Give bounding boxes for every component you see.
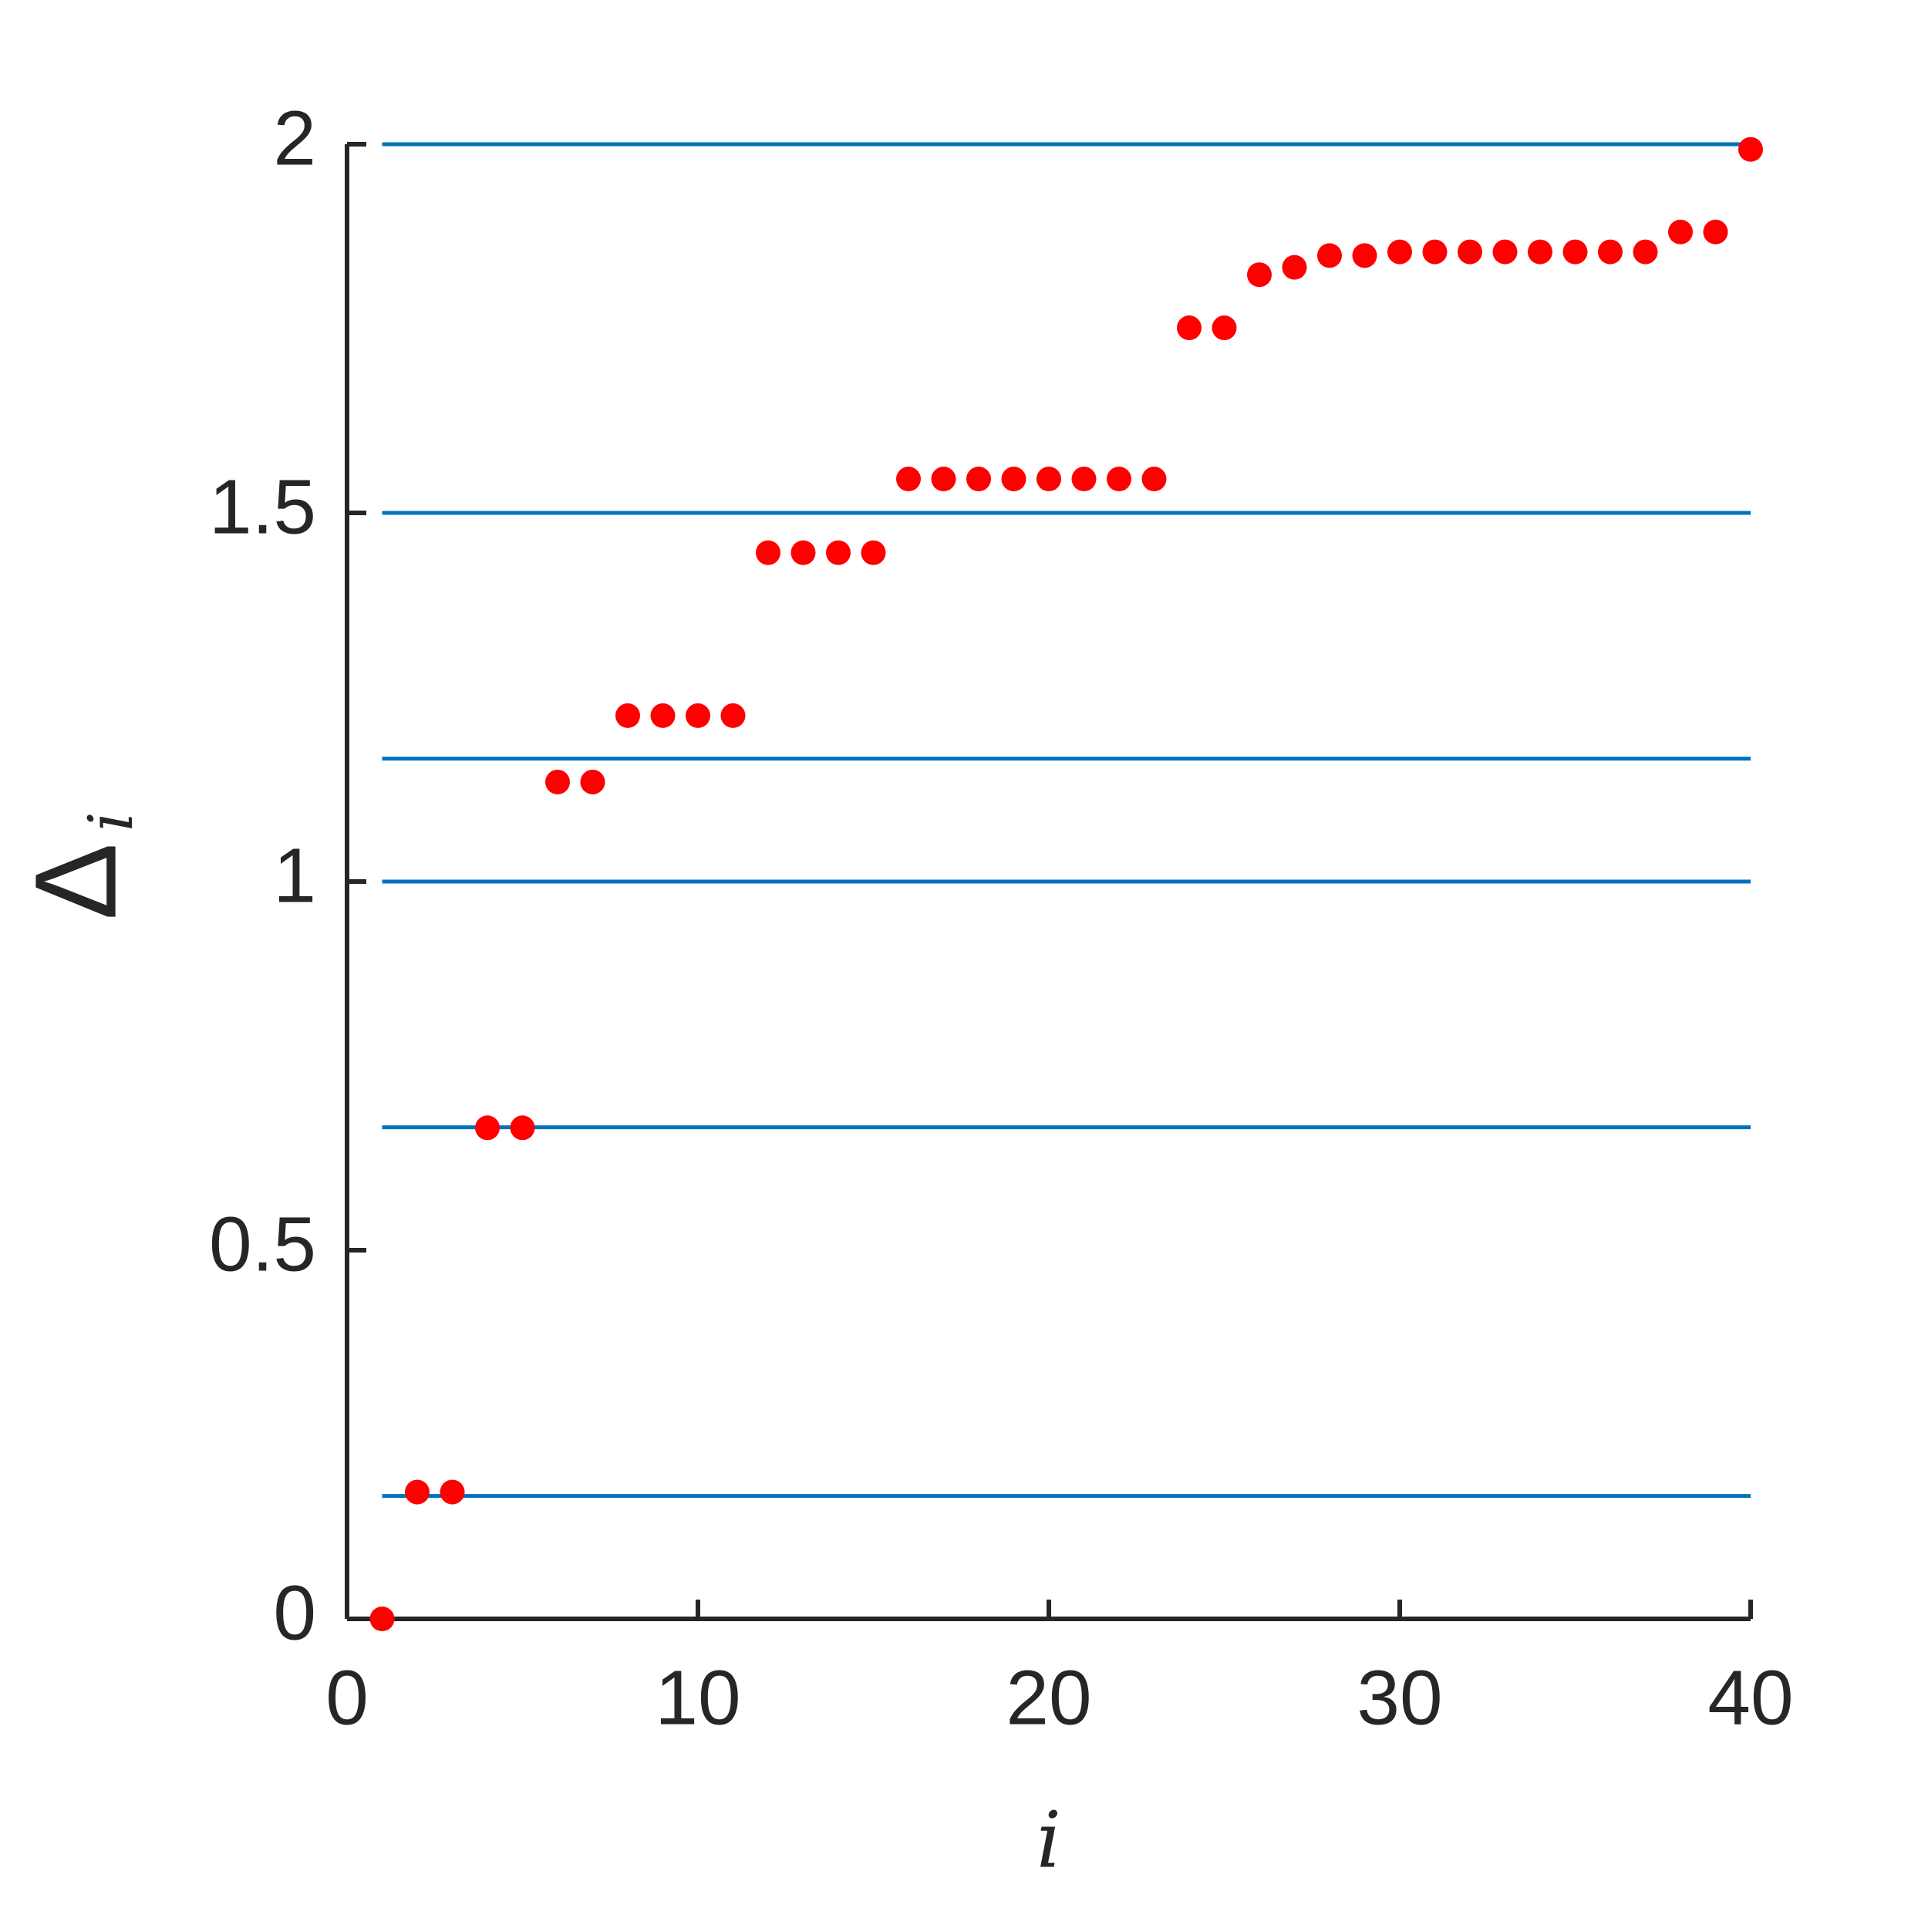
x-axis-label: i <box>1036 1795 1061 1886</box>
point <box>1422 239 1448 265</box>
x-tick-label: 0 <box>325 1654 369 1741</box>
point <box>1562 239 1588 265</box>
point <box>966 467 991 492</box>
point <box>790 540 816 565</box>
point <box>1282 255 1307 280</box>
point <box>1352 243 1377 268</box>
point <box>440 1479 465 1505</box>
y-tick-label: 0.5 <box>209 1201 316 1287</box>
point <box>1247 262 1272 288</box>
point <box>1598 239 1623 265</box>
point <box>1528 239 1552 265</box>
x-tick-label: 20 <box>1006 1654 1091 1741</box>
y-tick-label: 1 <box>273 832 316 919</box>
point <box>1668 219 1693 244</box>
point <box>756 540 780 565</box>
y-axis-label: Δ i <box>11 811 147 920</box>
x-tick-label: 40 <box>1707 1654 1793 1741</box>
point <box>826 540 851 565</box>
point <box>1036 467 1061 492</box>
y-tick-label: 1.5 <box>209 464 316 550</box>
y-label-subscript: i <box>75 811 147 831</box>
point <box>1738 137 1763 162</box>
point <box>510 1115 535 1141</box>
point <box>1071 467 1097 492</box>
point <box>1492 239 1518 265</box>
y-tick-label: 2 <box>273 95 316 181</box>
point <box>650 703 676 728</box>
point <box>720 703 746 728</box>
point <box>686 703 710 728</box>
x-tick-label: 30 <box>1357 1654 1442 1741</box>
point <box>1633 239 1658 265</box>
point <box>1107 467 1131 492</box>
point <box>545 769 570 794</box>
point <box>405 1479 430 1505</box>
y-label-symbol: Δ <box>11 843 140 920</box>
point <box>896 467 921 492</box>
point <box>1458 239 1482 265</box>
point <box>615 703 640 728</box>
point <box>931 467 956 492</box>
point <box>1387 239 1412 265</box>
y-tick-label: 0 <box>273 1570 316 1656</box>
x-tick-label: 10 <box>655 1654 740 1741</box>
point <box>1141 467 1167 492</box>
point <box>1317 243 1342 268</box>
point <box>475 1115 500 1141</box>
point <box>1001 467 1026 492</box>
point <box>1212 315 1237 341</box>
point <box>861 540 886 565</box>
point <box>580 769 605 794</box>
point <box>1703 219 1728 244</box>
point <box>369 1607 395 1631</box>
point <box>1177 315 1202 341</box>
